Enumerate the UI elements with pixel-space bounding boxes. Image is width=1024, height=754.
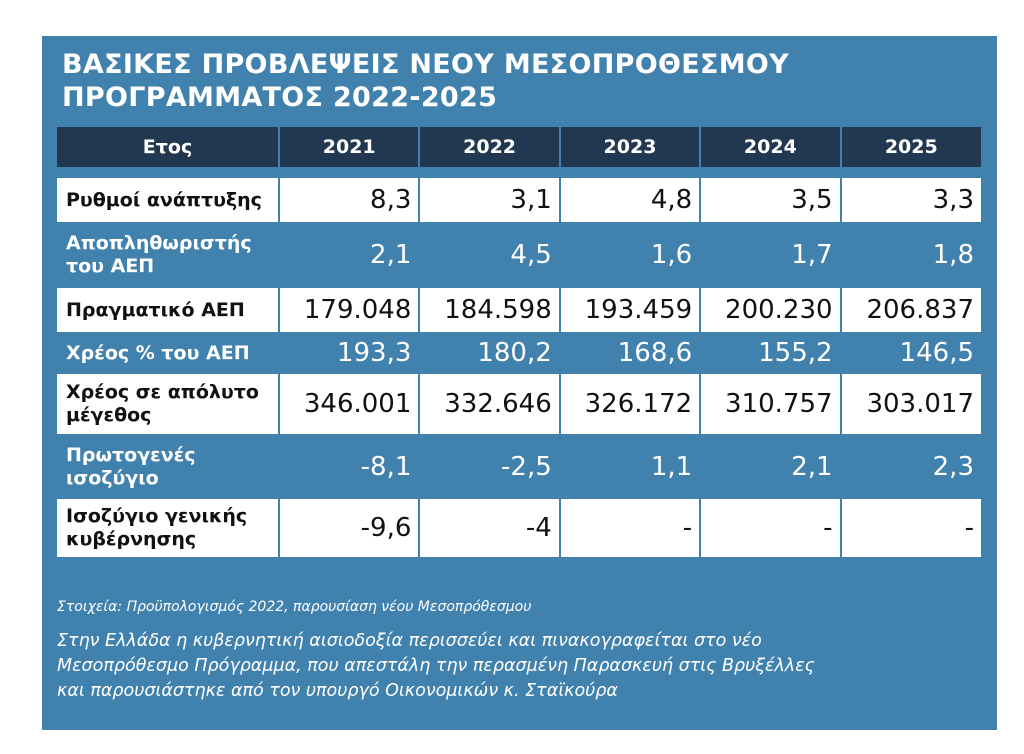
cell-value: 2,3 — [839, 434, 981, 499]
cell-value: 3,1 — [418, 176, 560, 222]
cell-value: -2,5 — [418, 434, 560, 499]
header-2022: 2022 — [418, 127, 560, 167]
cell-value: 3,5 — [699, 176, 841, 222]
cell-value: 184.598 — [418, 288, 560, 332]
table-header-row: Ετος 2021 2022 2023 2024 2025 — [57, 127, 981, 167]
title-line-1: ΒΑΣΙΚΕΣ ΠΡΟΒΛΕΨΕΙΣ ΝΕΟΥ ΜΕΣΟΠΡΟΘΕΣΜΟΥ — [62, 49, 790, 80]
infographic-panel: ΒΑΣΙΚΕΣ ΠΡΟΒΛΕΨΕΙΣ ΝΕΟΥ ΜΕΣΟΠΡΟΘΕΣΜΟΥ ΠΡ… — [42, 36, 997, 730]
cell-value: 4,8 — [558, 176, 701, 222]
cell-value: - — [558, 499, 701, 557]
row-label: Χρέος σε απόλυτο μέγεθος — [57, 374, 279, 434]
table-row-deflator: Αποπληθωριστής του ΑΕΠ 2,1 4,5 1,6 1,7 1… — [57, 222, 981, 288]
cell-value: 1,8 — [839, 222, 981, 288]
cell-value: 179.048 — [277, 288, 420, 332]
header-2024: 2024 — [699, 127, 841, 167]
cell-value: -4 — [418, 499, 560, 557]
cell-value: 193.459 — [558, 288, 701, 332]
source-note: Στοιχεία: Προϋπολογισμός 2022, παρουσίασ… — [57, 599, 532, 615]
cell-value: 193,3 — [277, 332, 420, 374]
cell-value: 2,1 — [277, 222, 420, 288]
cell-value: 155,2 — [699, 332, 841, 374]
caption-line-1: Στην Ελλάδα η κυβερνητική αισιοδοξία περ… — [57, 631, 762, 651]
cell-value: 146,5 — [839, 332, 981, 374]
cell-value: 332.646 — [418, 374, 560, 434]
infographic-title: ΒΑΣΙΚΕΣ ΠΡΟΒΛΕΨΕΙΣ ΝΕΟΥ ΜΕΣΟΠΡΟΘΕΣΜΟΥ ΠΡ… — [62, 48, 982, 114]
caption-line-3: και παρουσιάστηκε από τον υπουργό Οικονο… — [57, 681, 618, 701]
cell-value: 206.837 — [839, 288, 981, 332]
cell-value: 3,3 — [839, 176, 981, 222]
row-label: Αποπληθωριστής του ΑΕΠ — [57, 222, 279, 288]
cell-value: -9,6 — [277, 499, 420, 557]
cell-value: -8,1 — [277, 434, 420, 499]
header-2023: 2023 — [558, 127, 701, 167]
cell-value: 1,7 — [699, 222, 841, 288]
cell-value: 303.017 — [839, 374, 981, 434]
cell-value: 2,1 — [699, 434, 841, 499]
cell-value: 1,1 — [558, 434, 701, 499]
cell-value: 4,5 — [418, 222, 560, 288]
caption-line-2: Μεσοπρόθεσμο Πρόγραμμα, που απεστάλη την… — [57, 656, 815, 676]
row-label: Ισοζύγιο γενικής κυβέρνησης — [57, 499, 279, 557]
cell-value: 8,3 — [277, 176, 420, 222]
header-2025: 2025 — [839, 127, 981, 167]
table-row-debt-pct: Χρέος % του ΑΕΠ 193,3 180,2 168,6 155,2 … — [57, 332, 981, 374]
table-row-growth: Ρυθμοί ανάπτυξης 8,3 3,1 4,8 3,5 3,3 — [57, 176, 981, 222]
cell-value: 180,2 — [418, 332, 560, 374]
row-label: Ρυθμοί ανάπτυξης — [57, 176, 279, 222]
cell-value: 1,6 — [558, 222, 701, 288]
cell-value: 346.001 — [277, 374, 420, 434]
cell-value: 310.757 — [699, 374, 841, 434]
cell-value: 326.172 — [558, 374, 701, 434]
forecast-table: Ετος 2021 2022 2023 2024 2025 Ρυθμοί ανά… — [57, 127, 981, 557]
title-line-2: ΠΡΟΓΡΑΜΜΑΤΟΣ 2022-2025 — [62, 82, 498, 113]
header-2021: 2021 — [277, 127, 420, 167]
row-label: Πραγματικό ΑΕΠ — [57, 288, 279, 332]
table-row-debt-absolute: Χρέος σε απόλυτο μέγεθος 346.001 332.646… — [57, 374, 981, 434]
cell-value: - — [839, 499, 981, 557]
cell-value: - — [699, 499, 841, 557]
table-row-primary-balance: Πρωτογενές ισοζύγιο -8,1 -2,5 1,1 2,1 2,… — [57, 434, 981, 499]
table-row-real-gdp: Πραγματικό ΑΕΠ 179.048 184.598 193.459 2… — [57, 288, 981, 332]
table-row-government-balance: Ισοζύγιο γενικής κυβέρνησης -9,6 -4 - - … — [57, 499, 981, 557]
cell-value: 168,6 — [558, 332, 701, 374]
row-label: Χρέος % του ΑΕΠ — [57, 332, 279, 374]
cell-value: 200.230 — [699, 288, 841, 332]
row-label: Πρωτογενές ισοζύγιο — [57, 434, 279, 499]
header-year-label: Ετος — [57, 127, 279, 167]
caption-text: Στην Ελλάδα η κυβερνητική αισιοδοξία περ… — [57, 629, 977, 704]
